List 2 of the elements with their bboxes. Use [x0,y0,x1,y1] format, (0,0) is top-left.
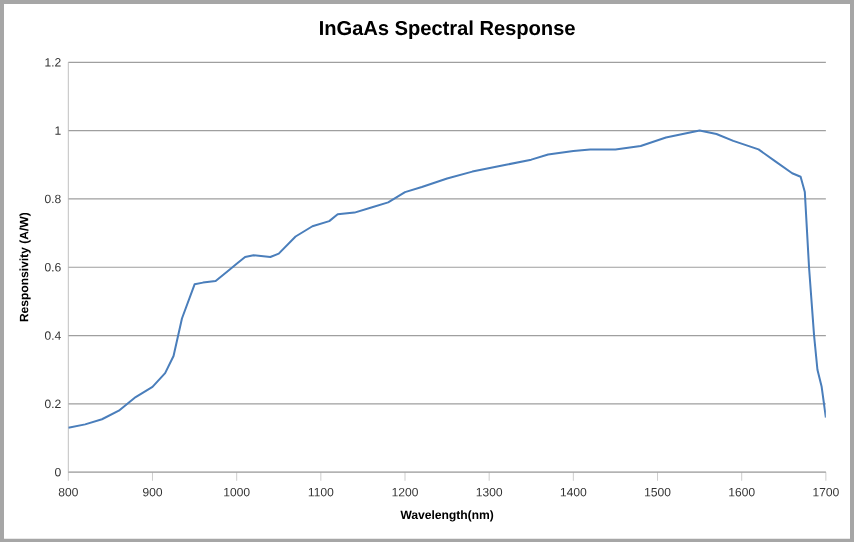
chart-title: InGaAs Spectral Response [320,20,575,39]
line-series [68,129,826,429]
